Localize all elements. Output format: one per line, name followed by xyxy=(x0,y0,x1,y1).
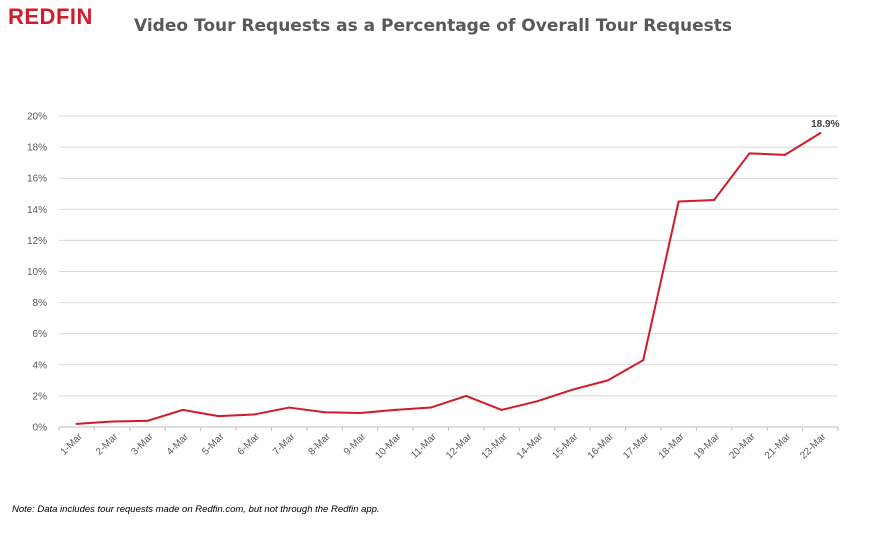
redfin-logo: REDFIN xyxy=(8,4,93,29)
data-point xyxy=(358,412,361,415)
x-tick-label: 14-Mar xyxy=(515,431,546,462)
data-point xyxy=(500,408,503,411)
x-axis-tick-labels: 1-Mar 2-Mar 3-Mar 4-Mar 5-Mar 6-Mar 7-Mar 8-Mar… xyxy=(58,427,839,462)
x-tick-label: 7-Mar xyxy=(271,431,298,458)
data-point xyxy=(642,359,645,362)
x-tick-label: 10-Mar xyxy=(373,431,404,462)
x-tick-label: 21-Mar xyxy=(763,431,794,462)
data-point xyxy=(288,406,291,409)
y-axis-tick-labels: 0% 2% 4% 6% 8% 10% 12% 14% 16% 18% 20% xyxy=(27,112,47,434)
x-tick-label: 19-Mar xyxy=(692,431,723,462)
x-tick-label: 20-Mar xyxy=(727,431,758,462)
footnote: Note: Data includes tour requests made o… xyxy=(12,504,380,515)
series-line xyxy=(75,132,822,425)
data-point xyxy=(713,198,716,201)
data-point xyxy=(536,400,539,403)
y-tick-label: 4% xyxy=(33,360,48,371)
data-point xyxy=(606,379,609,382)
y-tick-label: 8% xyxy=(33,298,48,309)
data-point xyxy=(571,388,574,391)
x-tick-label: 1-Mar xyxy=(59,431,86,458)
x-tick-label: 4-Mar xyxy=(165,431,192,458)
x-tick-label: 3-Mar xyxy=(129,431,156,458)
x-tick-label: 17-Mar xyxy=(621,431,652,462)
y-tick-label: 14% xyxy=(27,205,47,216)
data-point xyxy=(783,153,786,156)
x-tick-label: 22-Mar xyxy=(798,431,829,462)
data-point xyxy=(111,420,114,423)
x-tick-label: 2-Mar xyxy=(94,431,121,458)
data-point xyxy=(252,413,255,416)
data-point xyxy=(429,406,432,409)
data-point xyxy=(181,408,184,411)
x-tick-label: 9-Mar xyxy=(342,431,369,458)
x-tick-label: 12-Mar xyxy=(444,431,475,462)
chart-title: Video Tour Requests as a Percentage of O… xyxy=(134,16,732,36)
y-tick-label: 10% xyxy=(27,267,47,278)
data-label: 18.9% xyxy=(811,119,839,130)
data-point xyxy=(217,415,220,418)
y-tick-label: 16% xyxy=(27,174,47,185)
series-layer xyxy=(75,132,822,425)
y-tick-label: 18% xyxy=(27,143,47,154)
x-tick-label: 15-Mar xyxy=(550,431,581,462)
y-tick-label: 2% xyxy=(33,391,48,402)
data-point xyxy=(75,422,78,425)
data-point xyxy=(146,419,149,422)
data-point xyxy=(323,411,326,414)
data-point xyxy=(465,394,468,397)
gridlines xyxy=(59,115,838,428)
y-tick-label: 20% xyxy=(27,112,47,123)
x-tick-label: 18-Mar xyxy=(657,431,688,462)
data-point xyxy=(394,408,397,411)
data-point xyxy=(748,152,751,155)
x-tick-label: 16-Mar xyxy=(586,431,617,462)
x-tick-label: 6-Mar xyxy=(236,431,263,458)
data-point xyxy=(677,200,680,203)
y-tick-label: 6% xyxy=(33,329,48,340)
x-tick-label: 11-Mar xyxy=(409,431,439,461)
y-tick-label: 12% xyxy=(27,236,47,247)
x-tick-label: 8-Mar xyxy=(306,431,333,458)
x-tick-label: 13-Mar xyxy=(480,431,511,462)
data-labels: 18.9% xyxy=(811,119,839,130)
data-point xyxy=(819,132,822,135)
x-tick-label: 5-Mar xyxy=(200,431,227,458)
y-tick-label: 0% xyxy=(33,423,48,434)
